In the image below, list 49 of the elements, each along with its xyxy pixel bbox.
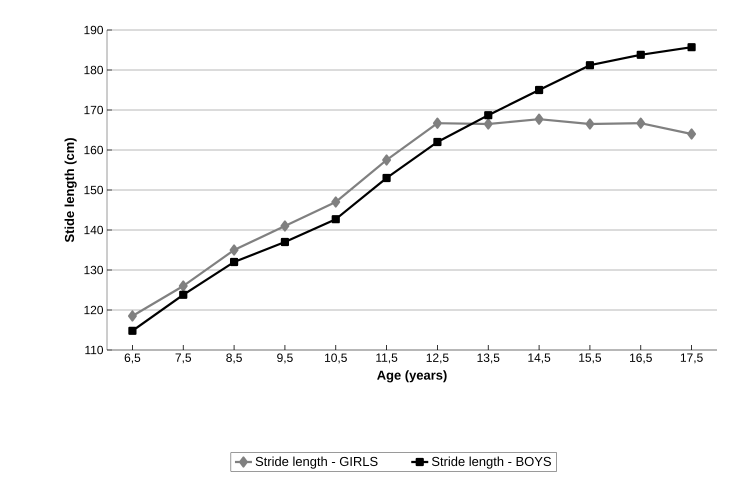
point bbox=[585, 118, 594, 130]
point bbox=[534, 114, 544, 125]
point bbox=[636, 118, 646, 129]
y-tick-label: 120 bbox=[84, 306, 104, 314]
point bbox=[636, 50, 645, 59]
point bbox=[128, 326, 137, 335]
x-tick-label: 6,5 bbox=[124, 354, 140, 364]
x-tick-label: 14,5 bbox=[528, 354, 550, 364]
point bbox=[280, 238, 290, 246]
point bbox=[230, 244, 239, 256]
x-axis-title: Age (years) bbox=[377, 370, 447, 382]
point bbox=[280, 220, 290, 232]
legend-label: Stride length - BOYS bbox=[432, 456, 551, 469]
x-tick-label: 10,5 bbox=[325, 354, 347, 364]
point bbox=[382, 154, 392, 166]
y-tick-label: 190 bbox=[84, 26, 104, 34]
x-tick-label: 11,5 bbox=[376, 354, 398, 364]
point bbox=[178, 280, 188, 292]
y-tick-label: 170 bbox=[84, 106, 104, 114]
point bbox=[332, 215, 340, 224]
y-tick-label: 130 bbox=[84, 266, 104, 274]
y-axis-title: Stide length (cm) bbox=[64, 138, 77, 242]
point bbox=[179, 290, 188, 299]
x-tick-label: 17,5 bbox=[680, 354, 703, 364]
point bbox=[230, 258, 238, 266]
x-tick-label: 12,5 bbox=[426, 354, 449, 364]
x-tick-label: 15,5 bbox=[579, 354, 602, 364]
x-tick-label: 13,5 bbox=[478, 354, 500, 364]
point bbox=[687, 43, 696, 52]
point bbox=[432, 118, 442, 129]
point bbox=[687, 128, 696, 140]
point bbox=[534, 86, 544, 94]
y-tick-label: 180 bbox=[84, 66, 104, 74]
y-tick-label: 140 bbox=[84, 226, 104, 234]
legend-label: Stride length - GIRLS bbox=[256, 456, 378, 469]
point bbox=[586, 61, 594, 70]
point bbox=[382, 174, 391, 182]
x-tick-label: 16,5 bbox=[630, 354, 652, 364]
point bbox=[484, 111, 492, 120]
point bbox=[484, 118, 493, 130]
x-tick-label: 9,5 bbox=[277, 354, 293, 364]
y-tick-label: 110 bbox=[85, 346, 104, 354]
x-tick-label: 7,5 bbox=[176, 354, 192, 364]
point bbox=[433, 138, 442, 146]
x-tick-label: 8,5 bbox=[226, 354, 242, 364]
point bbox=[331, 196, 340, 208]
y-tick-label: 150 bbox=[84, 186, 104, 194]
point bbox=[128, 310, 137, 322]
y-tick-label: 160 bbox=[84, 146, 104, 154]
